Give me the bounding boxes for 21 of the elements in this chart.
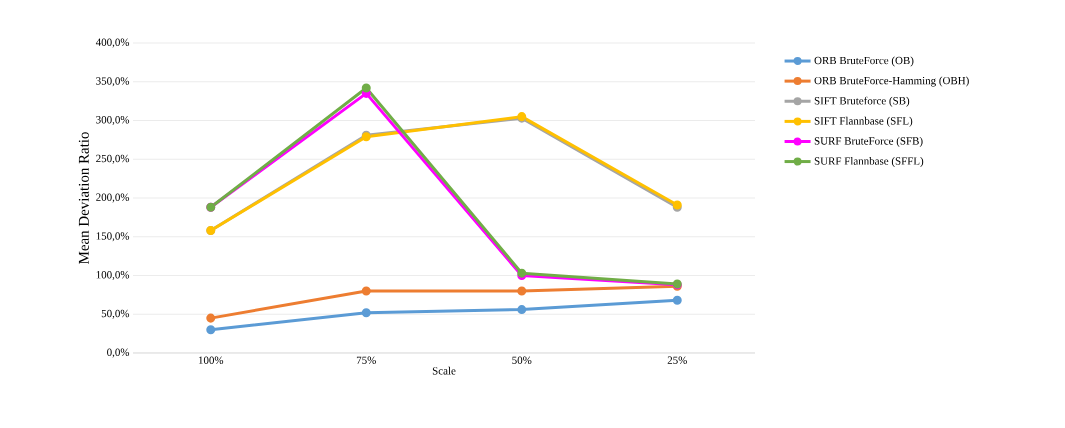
y-tick-label: 400,0% (95, 38, 130, 48)
legend-label: SIFT Flannbase (SFL) (814, 116, 913, 127)
y-tick-label: 150,0% (96, 232, 130, 242)
legend-label: SURF BruteForce (SFB) (814, 136, 923, 147)
legend-label: ORB BruteForce (OB) (814, 56, 914, 67)
y-tick-label: 50,0% (101, 309, 130, 319)
y-axis-title: Mean Deviation Ratio (78, 132, 89, 264)
y-tick-label: 300,0% (96, 116, 130, 125)
y-tick-label: 0,0% (107, 348, 130, 358)
y-tick-label: 100,0% (96, 271, 130, 280)
legend-label: SURF Flannbase (SFFL) (814, 157, 924, 167)
x-tick-label: 25% (667, 356, 687, 364)
x-tick-label: 50% (512, 356, 532, 364)
x-tick-label: 100% (198, 356, 224, 364)
x-axis-title: Scale (432, 366, 456, 375)
y-tick-label: 250,0% (96, 154, 130, 164)
legend-label: SIFT Bruteforce (SB) (814, 96, 910, 107)
x-tick-label: 75% (356, 356, 376, 364)
y-tick-label: 350,0% (96, 77, 130, 87)
legend-label: ORB BruteForce-Hamming (OBH) (814, 76, 969, 87)
y-tick-label: 200,0% (96, 193, 130, 203)
